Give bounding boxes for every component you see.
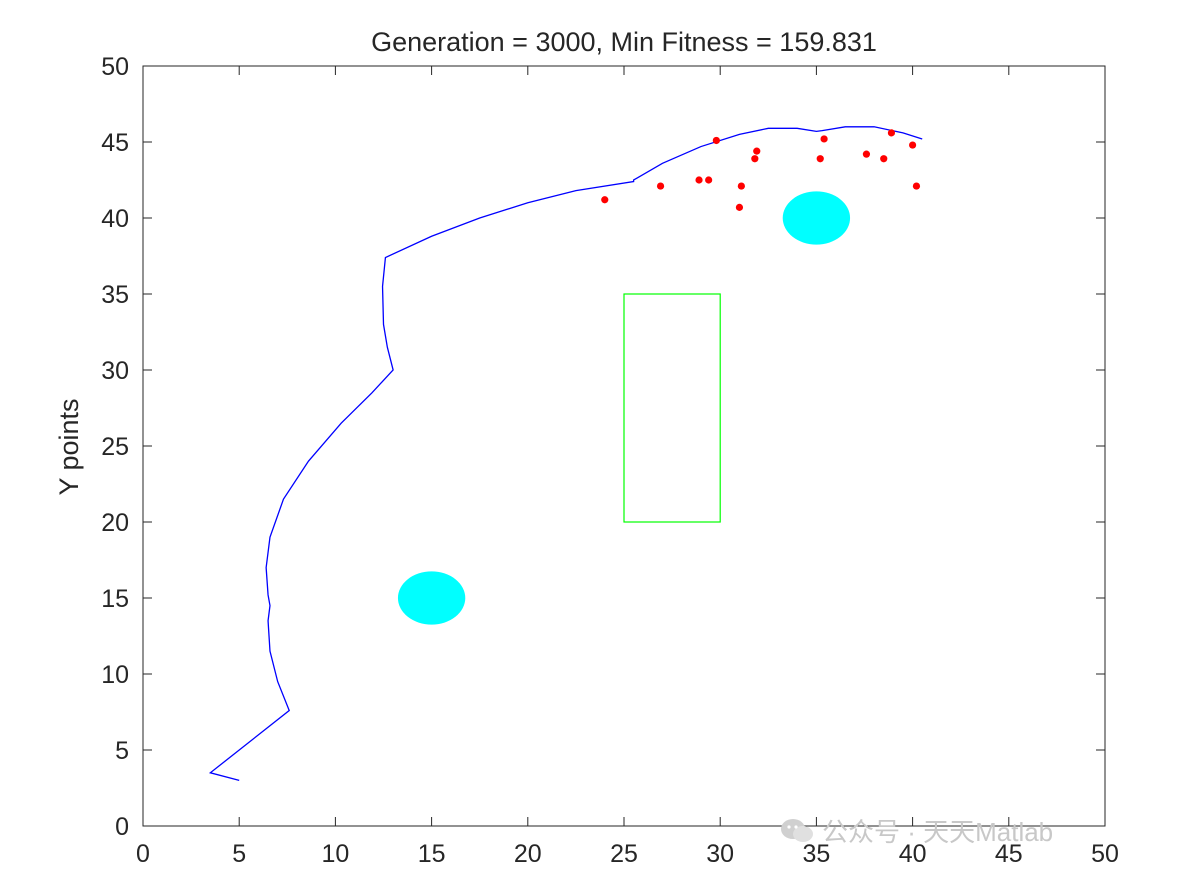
x-tick-label: 50: [1091, 840, 1119, 868]
data-point: [912, 182, 921, 190]
x-tick-label: 20: [514, 840, 542, 868]
data-point: [816, 155, 824, 163]
data-point: [909, 141, 917, 149]
data-point: [695, 176, 703, 184]
data-point: [753, 147, 761, 155]
x-tick-label: 40: [899, 840, 927, 868]
data-point: [737, 182, 745, 190]
y-tick-label: 45: [101, 129, 129, 157]
y-tick-label: 40: [101, 205, 129, 233]
x-tick-label: 5: [232, 840, 246, 868]
obstacle-rectangle: [623, 293, 721, 523]
x-tick-label: 35: [802, 840, 830, 868]
data-point: [880, 155, 888, 163]
wechat-icon: [781, 818, 813, 842]
data-point: [751, 155, 759, 163]
data-point: [820, 135, 828, 143]
path-line: [208, 126, 923, 782]
data-point: [705, 176, 713, 184]
x-tick-label: 0: [136, 840, 150, 868]
data-point: [712, 136, 720, 145]
y-tick-label: 15: [101, 585, 129, 613]
data-point: [601, 196, 609, 204]
y-tick-label: 35: [101, 281, 129, 309]
data-point: [862, 150, 871, 158]
obstacle-circle: [397, 571, 466, 625]
data-point: [735, 203, 744, 211]
y-tick-label: 0: [115, 813, 129, 841]
y-tick-label: 50: [101, 53, 129, 81]
obstacle-circle: [782, 191, 851, 245]
chart-title: Generation = 3000, Min Fitness = 159.831: [371, 27, 877, 57]
data-point: [656, 182, 665, 190]
axis-ticks: 0 5 10 15 20 25 30 35 40 45 50 0 5 10 15 20 25 30 35 40 45 50: [101, 53, 1119, 868]
x-tick-label: 30: [706, 840, 734, 868]
obstacles: [397, 191, 851, 625]
y-tick-label: 10: [101, 661, 129, 689]
watermark: 公众号 · 天天Matlab: [780, 812, 1053, 849]
watermark-text: 公众号 · 天天Matlab: [822, 817, 1054, 847]
points-layer: [601, 129, 921, 211]
x-tick-label: 15: [418, 840, 446, 868]
y-tick-label: 5: [115, 737, 129, 765]
y-axis-label: Y points: [54, 398, 84, 495]
x-tick-label: 45: [995, 840, 1023, 868]
x-tick-label: 10: [321, 840, 349, 868]
y-tick-label: 30: [101, 357, 129, 385]
x-tick-label: 25: [610, 840, 638, 868]
data-point: [887, 129, 896, 137]
y-tick-label: 25: [101, 433, 129, 461]
path-layer: [208, 126, 923, 782]
y-tick-label: 20: [101, 509, 129, 537]
